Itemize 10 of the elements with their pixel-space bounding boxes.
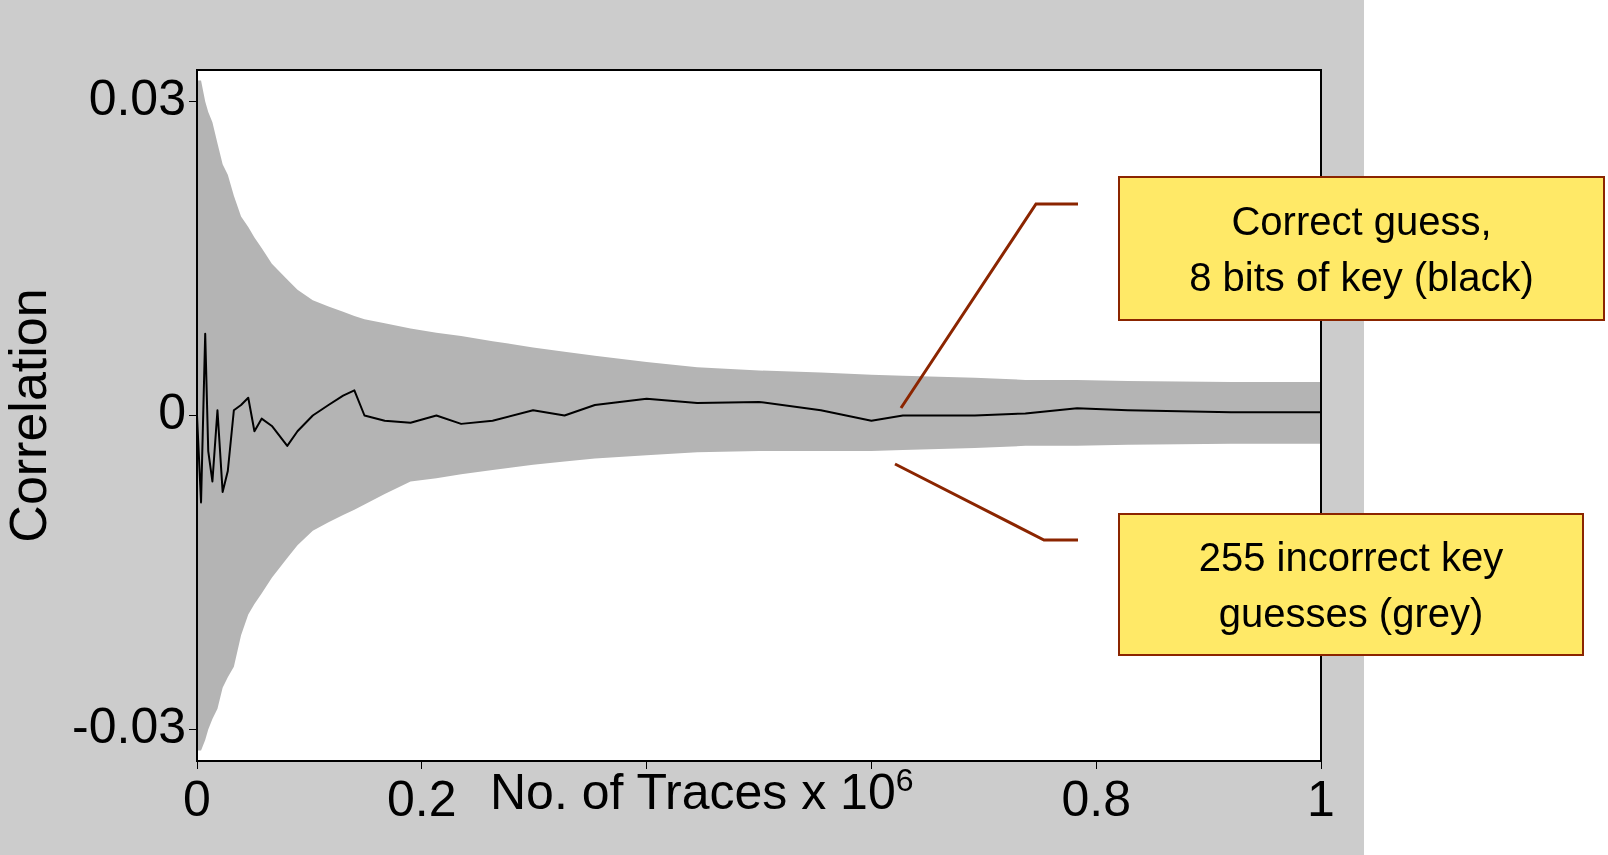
y-axis-title: Correlation <box>0 288 57 543</box>
y-tick-label: 0.03 <box>88 70 186 127</box>
x-tick-label: 0.2 <box>387 770 457 827</box>
x-tick-label: 0.8 <box>1061 770 1131 827</box>
x-axis-title: No. of Traces x 10$^{6}$ <box>490 762 914 821</box>
y-tick-label: 0 <box>158 384 186 441</box>
x-tick-label: 1 <box>1307 770 1335 827</box>
callout-box: Correct guess, 8 bits of key (black) <box>1118 176 1605 321</box>
callout-box: 255 incorrect key guesses (grey) <box>1118 513 1584 656</box>
y-tick-label: -0.03 <box>72 698 186 755</box>
